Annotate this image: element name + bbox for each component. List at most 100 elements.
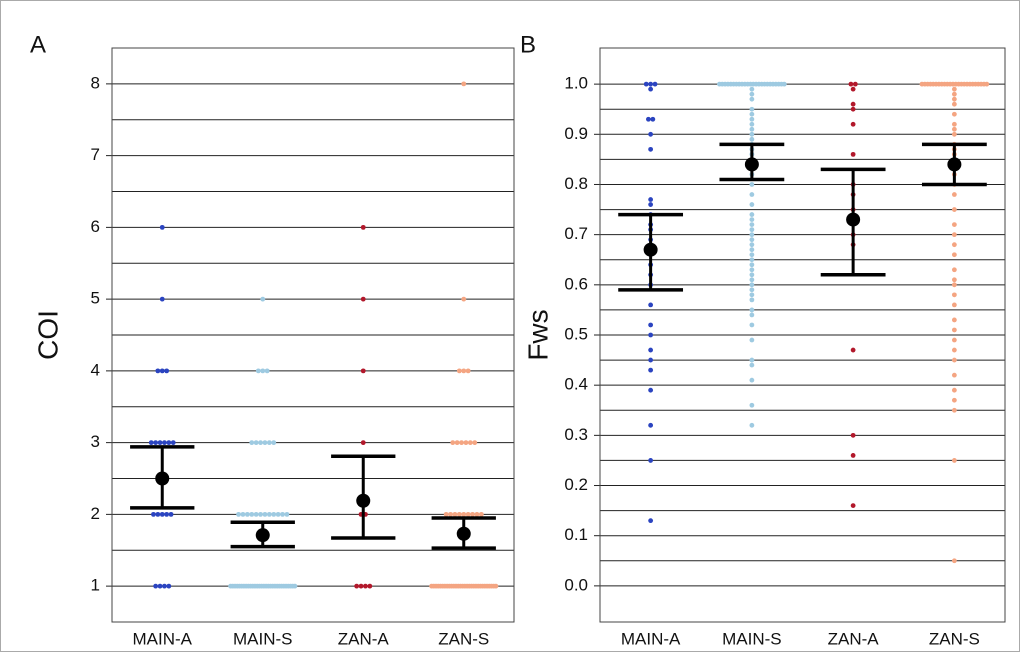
data-point [240,511,246,517]
data-point [168,511,174,517]
data-point [461,368,467,374]
data-point [749,222,755,228]
data-point [450,440,456,446]
data-point [749,292,755,298]
data-point [648,332,654,338]
data-point [155,511,161,517]
data-point [648,357,654,363]
data-point [159,511,165,517]
data-point [253,511,259,517]
x-tick-label: MAIN-S [233,629,293,648]
data-point [170,440,176,446]
data-point [148,440,154,446]
data-point [244,511,250,517]
data-point [749,282,755,288]
data-point [749,227,755,233]
data-point [951,96,957,102]
data-point [648,458,654,463]
data-point [472,440,478,446]
y-tick-label: 4 [91,360,100,379]
data-point [467,440,473,446]
data-point [443,511,449,517]
data-point [749,182,755,187]
x-tick-label: MAIN-S [722,629,782,648]
data-point [360,296,366,302]
data-point [951,407,957,413]
y-tick-label: 0.2 [564,475,588,494]
data-point [367,583,373,589]
data-point [951,222,957,228]
panel-label: A [30,31,46,58]
data-point [454,440,460,446]
y-tick-label: 0.1 [564,525,588,544]
data-point [951,458,957,463]
data-point [749,337,755,343]
data-point [951,302,957,308]
data-point [951,327,957,333]
data-point [850,432,856,438]
data-point [166,440,172,446]
data-point [951,267,957,273]
data-point [749,357,755,363]
y-tick-label: 1 [91,576,100,595]
panel-label: B [520,31,536,58]
data-point [264,368,270,374]
data-point [260,296,266,302]
x-tick-label: MAIN-A [621,629,681,648]
y-tick-label: 2 [91,504,100,523]
data-point [749,212,755,217]
data-point [749,96,755,102]
data-point [749,131,755,137]
data-point [951,232,957,238]
data-point [850,121,856,127]
mean-point [947,157,962,172]
data-point [749,111,755,117]
mean-point [643,242,658,257]
data-point [951,372,957,378]
data-point [951,131,957,137]
data-point [648,86,654,92]
data-point [951,101,957,107]
y-axis-title: COI [32,310,63,360]
data-point [646,116,651,122]
data-point [652,81,658,87]
data-point [749,287,755,293]
data-point [850,101,856,107]
data-point [650,116,656,122]
data-point [456,511,462,517]
data-point [749,242,755,248]
data-point [271,440,277,446]
data-point [648,202,654,207]
data-point [749,252,755,258]
data-point [260,368,266,374]
data-point [951,357,957,363]
data-point [749,267,755,273]
data-point [360,224,366,230]
y-tick-label: 0.4 [564,375,588,394]
data-point [157,583,163,589]
data-point [648,518,654,524]
data-point [848,81,854,87]
data-point [850,453,856,458]
data-point [162,440,167,446]
data-point [363,583,368,589]
data-point [951,126,957,132]
data-point [951,111,957,117]
plot-border [111,47,515,623]
data-point [749,116,755,122]
data-point [280,511,285,517]
data-point [258,440,263,446]
y-tick-label: 7 [91,145,100,164]
data-point [781,81,787,87]
data-point [643,81,649,87]
data-point [266,511,272,517]
mean-point [456,526,471,541]
data-point [749,91,755,97]
data-point [648,387,654,393]
mean-point [356,493,371,508]
data-point [461,511,467,517]
data-point [850,106,856,112]
y-tick-label: 0.9 [564,124,588,143]
x-tick-label: MAIN-A [133,629,193,648]
